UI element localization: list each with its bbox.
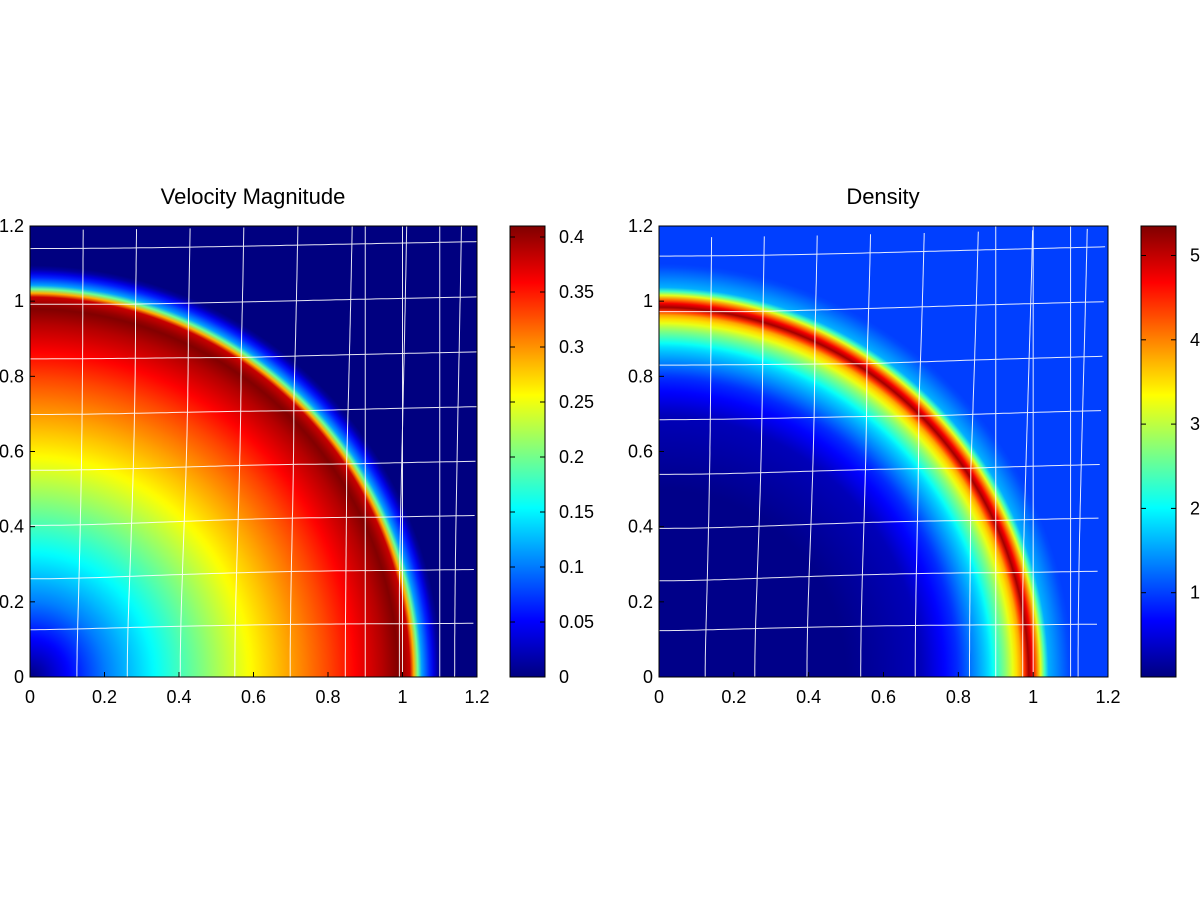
x-tick-label: 0.4 <box>166 687 191 707</box>
colorbar-tick-label: 0.1 <box>559 557 584 577</box>
colorbar-tick-label: 1 <box>1190 583 1200 603</box>
y-tick-label: 1.2 <box>628 216 653 236</box>
density-plot-title: Density <box>846 184 919 209</box>
field-image <box>30 226 477 677</box>
y-tick-label: 0.4 <box>0 517 24 537</box>
x-tick-label: 1 <box>1028 687 1038 707</box>
colorbar-tick-label: 3 <box>1190 414 1200 434</box>
colorbar <box>1140 225 1177 678</box>
colorbar-tick-label: 2 <box>1190 498 1200 518</box>
x-tick-label: 1 <box>397 687 407 707</box>
x-tick-label: 1.2 <box>464 687 489 707</box>
y-tick-label: 0.4 <box>628 517 653 537</box>
y-tick-label: 0.2 <box>0 592 24 612</box>
mesh-overlay <box>659 226 1106 677</box>
colorbar-tick-label: 0.2 <box>559 447 584 467</box>
colorbar-tick-label: 0.4 <box>559 227 584 247</box>
x-tick-label: 0.8 <box>946 687 971 707</box>
colorbar-tick-label: 0.3 <box>559 337 584 357</box>
colorbar <box>509 225 546 678</box>
density-panel: Density 0 0.2 0.4 0.6 0.8 1 1.2 0 0.2 0.4 0.6 0.8 1 1… <box>628 184 1200 707</box>
y-tick-label: 0 <box>14 667 24 687</box>
x-tick-label: 0.6 <box>241 687 266 707</box>
mesh-overlay <box>30 226 477 677</box>
colorbar-tick-label: 4 <box>1190 330 1200 350</box>
y-tick-label: 0.2 <box>628 592 653 612</box>
y-tick-label: 0.8 <box>0 366 24 386</box>
x-tick-label: 0 <box>654 687 664 707</box>
x-tick-label: 0.8 <box>315 687 340 707</box>
x-tick-label: 0.6 <box>871 687 896 707</box>
colorbar-tick-label: 5 <box>1190 246 1200 266</box>
velocity-plot-title: Velocity Magnitude <box>161 184 346 209</box>
velocity-magnitude-panel: Velocity Magnitude 0 0.2 0.4 0.6 0.8 1 1.2 0 0.2… <box>0 184 594 707</box>
y-tick-label: 1 <box>14 291 24 311</box>
x-tick-label: 0.2 <box>92 687 117 707</box>
y-tick-label: 0 <box>643 667 653 687</box>
x-tick-label: 0.4 <box>796 687 821 707</box>
x-tick-label: 0 <box>25 687 35 707</box>
colorbar-tick-label: 0 <box>559 667 569 687</box>
colorbar-tick-label: 0.25 <box>559 392 594 412</box>
colorbar-tick-label: 0.35 <box>559 282 594 302</box>
y-tick-label: 1 <box>643 291 653 311</box>
y-tick-label: 0.8 <box>628 366 653 386</box>
colorbar-tick-label: 0.15 <box>559 502 594 522</box>
y-tick-label: 0.6 <box>0 442 24 462</box>
y-tick-label: 0.6 <box>628 442 653 462</box>
x-tick-label: 0.2 <box>721 687 746 707</box>
x-tick-label: 1.2 <box>1095 687 1120 707</box>
y-tick-label: 1.2 <box>0 216 24 236</box>
colorbar-tick-label: 0.05 <box>559 612 594 632</box>
field-image <box>659 226 1108 677</box>
